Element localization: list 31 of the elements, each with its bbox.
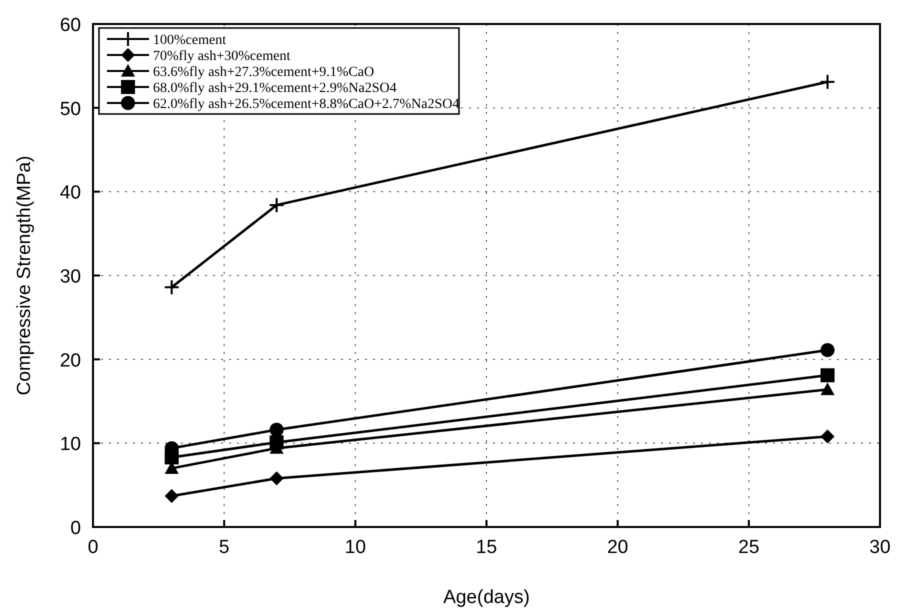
point <box>164 488 179 503</box>
point <box>270 471 284 486</box>
legend-label: 63.6%fly ash+27.3%cement+9.1%CaO <box>153 65 374 80</box>
legend-label: 68.0%fly ash+29.1%cement+2.9%Na2SO4 <box>153 81 397 96</box>
legend-label: 70%fly ash+30%cement <box>153 49 290 64</box>
x-tick-label: 25 <box>738 537 760 558</box>
y-tick-label: 60 <box>60 15 81 36</box>
point <box>820 74 836 90</box>
point <box>820 429 835 444</box>
x-tick-label: 10 <box>344 537 366 558</box>
y-axis-title: Compressive Strength(MPa) <box>14 156 35 396</box>
point <box>268 197 285 214</box>
point <box>164 279 180 296</box>
legend-label: 62.0%fly ash+26.5%cement+8.8%CaO+2.7%Na2SO4 <box>153 97 460 112</box>
y-tick-label: 50 <box>60 98 81 120</box>
point <box>820 382 835 396</box>
point <box>820 343 835 358</box>
y-tick-label: 30 <box>60 266 81 288</box>
x-tick-label: 0 <box>88 537 98 558</box>
y-tick-label: 20 <box>60 350 81 372</box>
x-tick-label: 5 <box>218 537 230 558</box>
x-tick-label: 20 <box>607 537 628 558</box>
y-tick-label: 40 <box>60 182 81 204</box>
point <box>820 368 835 382</box>
point <box>270 422 284 437</box>
x-tick-label: 30 <box>869 537 891 558</box>
y-tick-label: 0 <box>70 518 81 539</box>
legend-label: 100%cement <box>153 33 226 48</box>
x-tick-label: 15 <box>476 537 498 558</box>
x-axis-title: Age(days) <box>443 587 530 608</box>
y-tick-label: 10 <box>60 434 81 456</box>
